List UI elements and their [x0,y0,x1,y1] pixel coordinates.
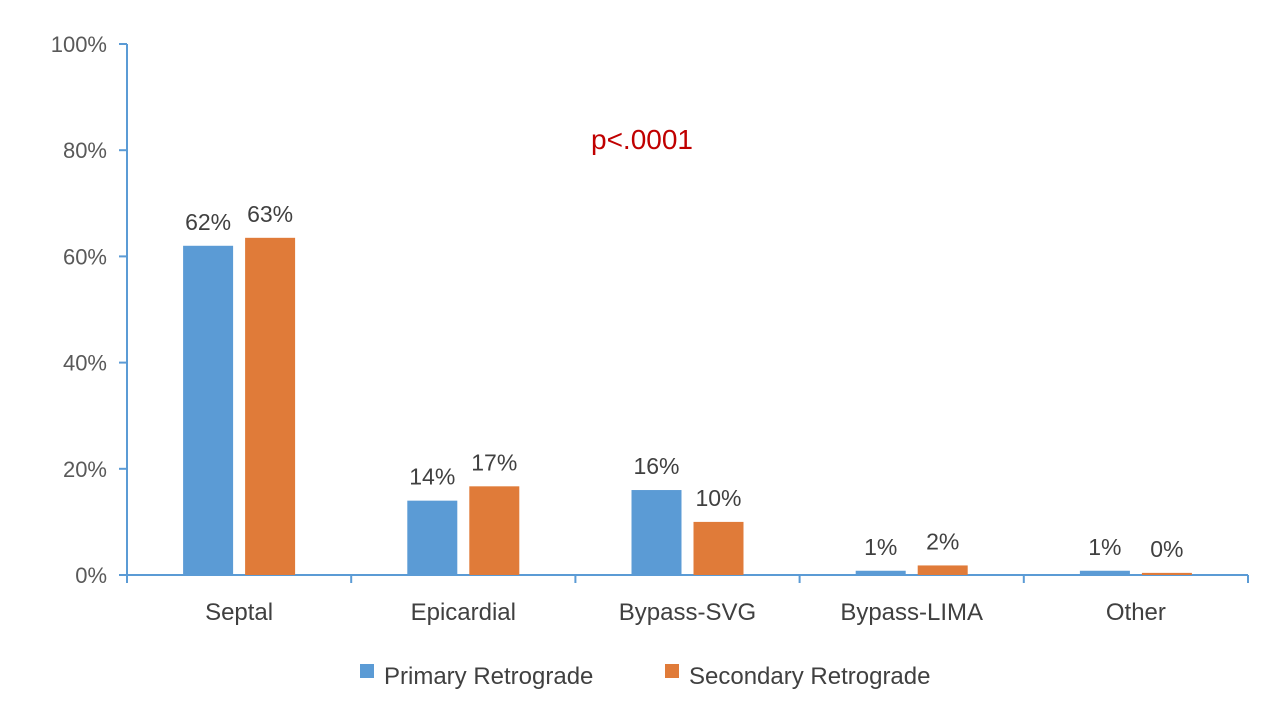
data-label: 63% [247,201,293,227]
bar-primary [631,490,682,575]
x-axis: Septal Epicardial Bypass-SVG Bypass-LIMA Oth… [126,574,1249,626]
y-axis: 0% 20% 40% 60% 80% 100% [51,32,128,588]
bars [183,237,1192,575]
data-label: 1% [1088,534,1121,560]
bar-secondary [1141,572,1192,575]
data-label: 16% [633,453,679,479]
legend-swatch-secondary [665,664,679,678]
bar-primary [855,570,906,575]
x-category-label: Other [1106,599,1166,626]
data-labels: 62% 63% 14% 17% 16% 10% 1% 2% 1% 0% [185,201,1183,562]
p-value-annotation: p<.0001 [591,124,693,155]
data-label: 10% [695,485,741,511]
bar-primary [183,245,234,575]
x-category-label: Epicardial [411,599,516,626]
y-tick-label: 80% [63,138,107,163]
bar-primary [407,500,458,575]
x-category-label: Bypass-LIMA [840,599,983,626]
data-label: 1% [864,534,897,560]
y-tick-label: 20% [63,457,107,482]
data-label: 62% [185,209,231,235]
y-tick-label: 100% [51,32,107,57]
data-label: 2% [926,528,959,554]
data-label: 17% [471,449,517,475]
legend: Primary Retrograde Secondary Retrograde [360,663,930,690]
y-tick-label: 60% [63,244,107,269]
bar-secondary [245,237,296,575]
data-label: 0% [1150,536,1183,562]
x-category-label: Bypass-SVG [619,599,756,626]
legend-label: Secondary Retrograde [689,663,930,690]
legend-label: Primary Retrograde [384,663,593,690]
y-tick-label: 0% [75,563,107,588]
bar-primary [1079,570,1130,575]
bar-secondary [469,486,520,575]
legend-swatch-primary [360,664,374,678]
data-label: 14% [409,464,455,490]
x-category-label: Septal [205,599,273,626]
y-tick-label: 40% [63,351,107,376]
bar-secondary [693,521,744,575]
bar-secondary [917,565,968,575]
